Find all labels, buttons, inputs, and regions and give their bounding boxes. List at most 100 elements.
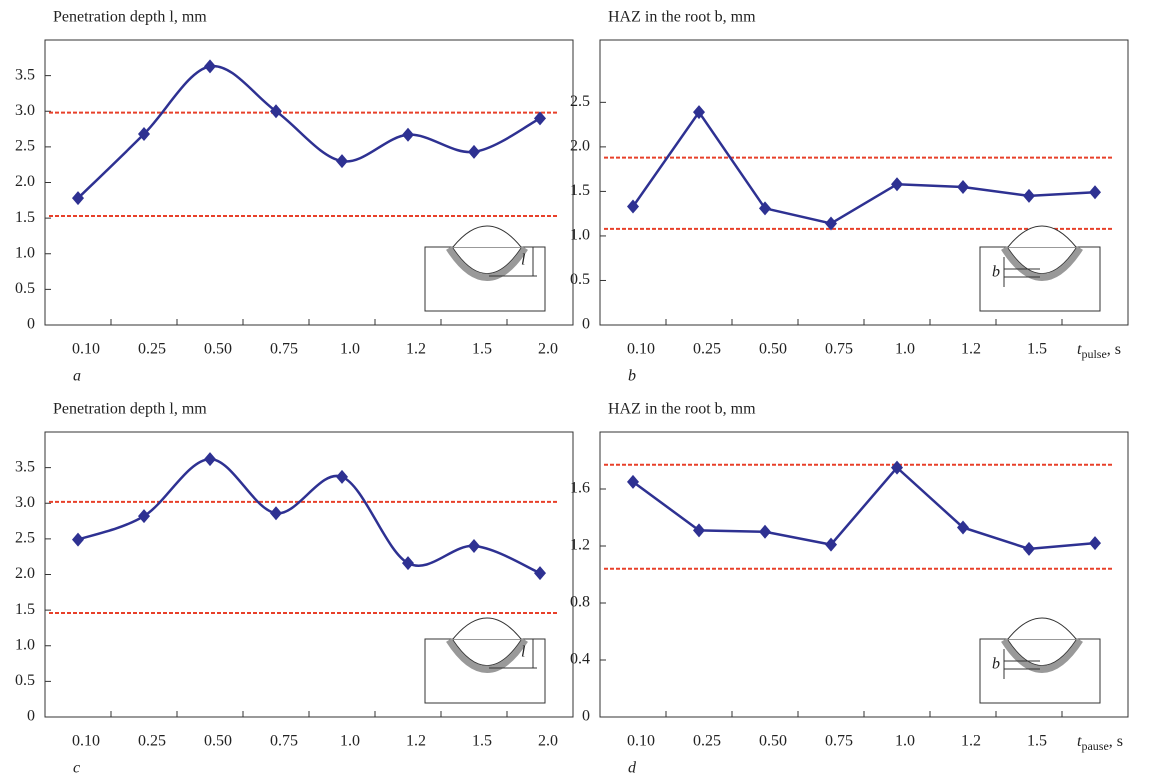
panel-label: b (628, 368, 636, 385)
y-tick-label: 3.5 (15, 458, 35, 475)
data-point (1023, 188, 1035, 203)
y-tick-label: 0 (27, 316, 35, 333)
y-tick-label: 2.5 (570, 93, 590, 110)
y-tick-label: 1.5 (570, 182, 590, 199)
x-tick-label: 0.75 (825, 341, 853, 358)
data-point (402, 127, 414, 142)
y-tick-label: 1.5 (15, 601, 35, 618)
y-tick-label: 3.0 (15, 494, 35, 511)
x-tick-label: 0.50 (759, 341, 787, 358)
y-tick-label: 2.0 (15, 565, 35, 582)
inset-cap (1007, 617, 1077, 640)
x-tick-label: 0.50 (204, 341, 232, 358)
x-label-subscript: pulse (1081, 347, 1106, 361)
data-point (534, 111, 546, 126)
data-point (402, 556, 414, 571)
x-label-symbol: t (1077, 341, 1082, 358)
x-tick-label: 2.0 (538, 341, 558, 358)
x-tick-label: 1.5 (472, 341, 492, 358)
x-tick-label: 1.0 (340, 341, 360, 358)
data-point (270, 506, 282, 521)
data-point (204, 59, 216, 74)
y-tick-label: 0.5 (15, 280, 35, 297)
data-point (627, 199, 639, 214)
inset-label: b (992, 264, 1000, 281)
x-tick-label: 0.75 (825, 733, 853, 750)
x-tick-label: 0.25 (693, 341, 721, 358)
x-tick-label: 1.2 (961, 341, 981, 358)
inset: l (424, 225, 546, 312)
inset-haz (1001, 638, 1083, 673)
x-label-subscript: pause (1081, 739, 1108, 753)
y-tick-label: 1.5 (15, 209, 35, 226)
x-tick-label: 0.10 (72, 733, 100, 750)
data-point (468, 539, 480, 553)
data-point (891, 460, 903, 475)
data-point (825, 537, 837, 552)
inset: b (979, 617, 1101, 704)
y-tick-label: 3.0 (15, 102, 35, 119)
data-point (204, 452, 216, 467)
inset-fusion (1007, 639, 1077, 666)
y-tick-label: 1.0 (15, 636, 35, 653)
inset-cap (452, 225, 522, 248)
x-tick-label: 0.50 (759, 733, 787, 750)
x-label-symbol: t (1077, 733, 1082, 750)
x-tick-label: 0.10 (627, 733, 655, 750)
data-point (825, 216, 837, 231)
data-point (336, 154, 348, 169)
data-point (627, 474, 639, 489)
x-tick-label: 1.0 (340, 733, 360, 750)
inset-label: b (992, 656, 1000, 673)
x-axis-label: tpulse, s (1077, 341, 1121, 361)
inset-haz (446, 638, 528, 673)
y-tick-label: 0 (582, 708, 590, 725)
data-point (468, 144, 480, 159)
y-tick-label: 3.5 (15, 66, 35, 83)
y-tick-label: 2.0 (570, 138, 590, 155)
panel-label: c (73, 760, 80, 775)
data-point (693, 523, 705, 538)
x-tick-label: 1.2 (406, 341, 426, 358)
data-line (631, 109, 1096, 225)
x-label-unit: , s (1109, 733, 1123, 750)
y-tick-label: 1.2 (570, 537, 590, 554)
x-tick-label: 2.0 (538, 733, 558, 750)
x-tick-label: 0.25 (138, 341, 166, 358)
data-point (1089, 185, 1101, 200)
data-point (72, 191, 84, 206)
y-tick-label: 2.5 (15, 138, 35, 155)
y-tick-label: 0.8 (570, 594, 590, 611)
y-tick-label: 0.5 (15, 672, 35, 689)
inset: l (424, 617, 546, 704)
inset: b (979, 225, 1101, 312)
data-point (336, 469, 348, 484)
y-tick-label: 0.4 (570, 651, 590, 668)
y-tick-label: 0 (582, 316, 590, 333)
y-tick-label: 0.5 (570, 271, 590, 288)
chart-title: Penetration depth l, mm (53, 9, 207, 26)
data-point (138, 127, 150, 142)
data-line (632, 465, 1096, 551)
data-point (1023, 541, 1035, 556)
panel-label: a (73, 368, 81, 385)
inset-haz (1001, 246, 1083, 281)
inset-cap (452, 617, 522, 640)
y-tick-label: 1.0 (15, 244, 35, 261)
x-tick-label: 0.50 (204, 733, 232, 750)
x-axis-label: tpause, s (1077, 733, 1123, 753)
data-point (693, 105, 705, 120)
x-label-unit: , s (1107, 341, 1121, 358)
data-point (759, 524, 771, 539)
x-tick-label: 0.10 (627, 341, 655, 358)
x-tick-label: 0.25 (693, 733, 721, 750)
y-tick-label: 0 (27, 708, 35, 725)
inset-label: l (521, 644, 526, 661)
y-tick-label: 2.5 (15, 530, 35, 547)
x-tick-label: 1.5 (1027, 341, 1047, 358)
chart-title: HAZ in the root b, mm (608, 401, 756, 418)
data-line (77, 457, 541, 575)
inset-fusion (452, 247, 522, 274)
y-tick-label: 2.0 (15, 173, 35, 190)
